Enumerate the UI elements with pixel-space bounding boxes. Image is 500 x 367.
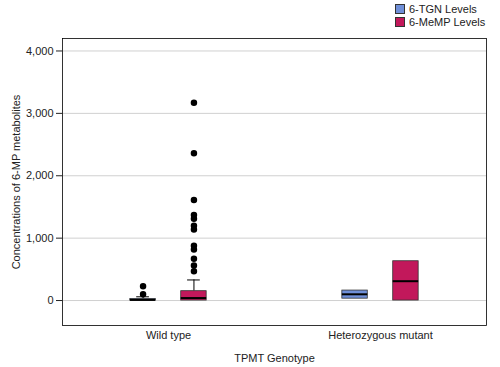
svg-text:Wild type: Wild type (146, 329, 191, 341)
svg-text:Concentrations of 6-MP metabol: Concentrations of 6-MP metabolites (10, 94, 22, 269)
svg-text:TPMT Genotype: TPMT Genotype (234, 352, 315, 364)
html-text:6-MeMP Levels: 6-MeMP Levels (409, 15, 486, 28)
svg-text:2,000: 2,000 (26, 169, 54, 181)
svg-text:0: 0 (47, 294, 53, 306)
svg-text:1,000: 1,000 (26, 232, 54, 244)
html-text:6-TGN Levels: 6-TGN Levels (409, 2, 477, 15)
svg-text:4,000: 4,000 (26, 44, 54, 56)
svg-text:3,000: 3,000 (26, 107, 54, 119)
svg-text:Heterozygous mutant: Heterozygous mutant (328, 329, 433, 341)
